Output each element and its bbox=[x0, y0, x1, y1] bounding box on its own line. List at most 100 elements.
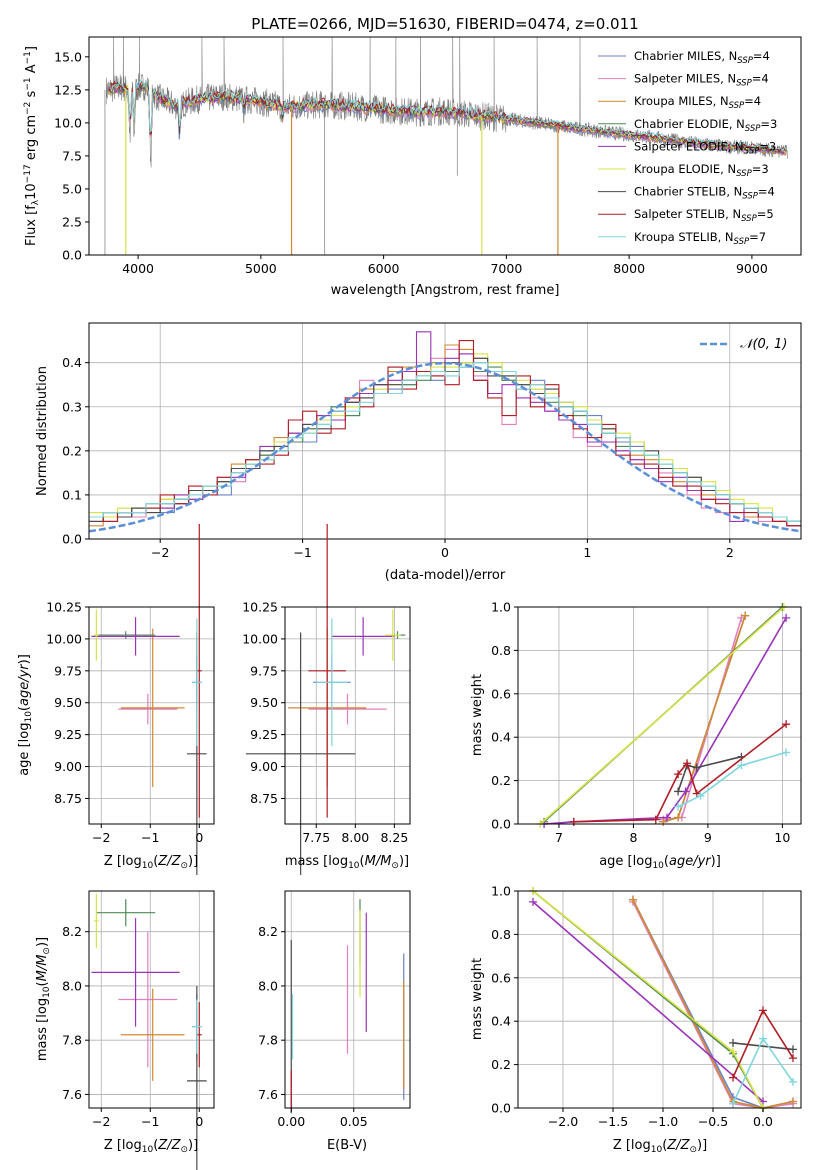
residuals-legend: 𝒩(0, 1) bbox=[700, 337, 787, 352]
mass_weight_vs_Z-ytick-label-1: 0.2 bbox=[491, 1057, 511, 1072]
mass_weight_vs_Z-xtick-label-4: 0.0 bbox=[753, 1114, 773, 1129]
mass_weight_vs_Z-marker-7-1 bbox=[759, 1006, 767, 1015]
mass_weight_vs_Z-xtick-label-1: −1.5 bbox=[598, 1114, 628, 1129]
age_vs_mass-xtick-label-2: 8.25 bbox=[380, 830, 408, 845]
mass_weight_vs_Z-ytick-label-4: 0.8 bbox=[491, 927, 511, 942]
age_vs_Z-xtick-label-0: −2 bbox=[92, 830, 110, 845]
legend-label-8: Kroupa STELIB, NSSP=7 bbox=[634, 230, 766, 247]
age-vs-mass-panel: 7.75 8.00 8.25 8.75 9.00 9.25 9.50 9.75 10.00 10.… bbox=[242, 524, 411, 876]
massEBV-axes-frame bbox=[284, 890, 411, 1109]
mass_vs_ebv-xtick-label-0: 0.00 bbox=[277, 1114, 305, 1129]
mass_weight_vs_Z-ytick-label-0: 0.0 bbox=[491, 1101, 511, 1116]
mwZ-axes-frame bbox=[517, 890, 802, 1109]
mwZ-ylabel: mass weight bbox=[470, 958, 485, 1040]
residuals-xlabel: (data-model)/error bbox=[385, 568, 506, 583]
mass_vs_Z-xtick-label-1: −1 bbox=[141, 1114, 159, 1129]
age_vs_Z-xtick-label-1: −1 bbox=[141, 830, 159, 845]
residuals-ylabel: Normed distribution bbox=[35, 366, 50, 496]
residuals-xtick-label-3: 1 bbox=[583, 545, 591, 560]
legend-label-1: Salpeter MILES, NSSP=4 bbox=[634, 72, 769, 89]
mass_weight_vs_age-marker-2-2 bbox=[741, 611, 750, 620]
age_vs_mass-ytick-label-2: 9.25 bbox=[250, 727, 278, 742]
mass_weight_vs_age-xtick-label-3: 10 bbox=[774, 830, 790, 845]
mass_weight_vs_age-line-5 bbox=[539, 606, 785, 825]
mass_weight_vs_Z-line-1 bbox=[632, 901, 794, 1109]
mass_weight_vs_age-line-7 bbox=[573, 723, 787, 823]
mass_weight_vs_age-marker-2-1 bbox=[674, 813, 683, 822]
spectrum-xlabel: wavelength [Angstrom, rest frame] bbox=[331, 283, 560, 298]
age_vs_Z-ytick-label-0: 8.75 bbox=[54, 791, 82, 806]
mass_weight_vs_Z-ytick-label-5: 1.0 bbox=[491, 884, 511, 899]
massEBV-xlabel: E(B-V) bbox=[327, 1138, 367, 1153]
mass_vs_ebv-ytick-label-3: 8.2 bbox=[258, 924, 278, 939]
age_vs_mass-ytick-label-0: 8.75 bbox=[250, 791, 278, 806]
ageM-axes-frame bbox=[284, 606, 411, 825]
ageZ-xlabel: Z [log10(Z/Z⊙)] bbox=[104, 854, 198, 871]
mass-weight-vs-metallicity-panel: −2.0 −1.5 −1.0 −0.5 0.0 0.0 0.2 0.4 0.6 0.8 1.0 Z … bbox=[470, 884, 802, 1155]
mass_weight_vs_age-marker-6-0 bbox=[674, 787, 683, 796]
mass_weight_vs_age-xtick-label-0: 7 bbox=[555, 830, 563, 845]
mass_vs_Z-ytick-label-2: 8.0 bbox=[62, 978, 82, 993]
legend-label-5: Kroupa ELODIE, NSSP=3 bbox=[634, 162, 769, 179]
mass_weight_vs_Z-marker-8-1 bbox=[759, 1034, 767, 1043]
mass_weight_vs_age-marker-4-2 bbox=[662, 813, 671, 822]
spectrum-ytick-label-6: 15.0 bbox=[54, 49, 82, 64]
ageZ-axes-frame bbox=[88, 606, 215, 825]
mass_vs_ebv-xtick-label-1: 0.05 bbox=[340, 1114, 368, 1129]
gaussian-curve bbox=[88, 361, 802, 533]
mass-weight-vs-age-panel: 7 8 9 10 0.0 0.2 0.4 0.6 0.8 1.0 age [log10(age/y… bbox=[470, 600, 802, 871]
massZ-xlabel: Z [log10(Z/Z⊙)] bbox=[104, 1138, 198, 1155]
mass_weight_vs_Z-marker-2-0 bbox=[629, 895, 637, 904]
legend-label-0: Chabrier MILES, NSSP=4 bbox=[634, 49, 770, 66]
age_vs_Z-xtick-label-2: 0 bbox=[195, 830, 203, 845]
mass_weight_vs_Z-ytick-label-2: 0.4 bbox=[491, 1014, 511, 1029]
spectrum-model-line-0 bbox=[108, 85, 787, 156]
mass_weight_vs_age-xtick-label-1: 8 bbox=[629, 830, 637, 845]
mass_weight_vs_age-marker-6-2 bbox=[692, 763, 701, 772]
mass_vs_Z-xtick-label-2: 0 bbox=[195, 1114, 203, 1129]
mass_weight_vs_age-ytick-label-5: 1.0 bbox=[491, 600, 511, 615]
residual-histogram-panel: −2 −1 0 1 2 0.0 0.1 0.2 0.3 0.4 𝒩(0, 1) (data-mod… bbox=[35, 322, 802, 583]
mass_weight_vs_Z-marker-4-0 bbox=[529, 897, 537, 906]
mass_weight_vs_age-marker-8-0 bbox=[674, 802, 683, 811]
age-vs-metallicity-panel: −2 −1 0 8.75 9.00 9.25 9.50 9.75 10.00 10.25 Z [l… bbox=[17, 524, 215, 876]
age_vs_Z-ytick-label-3: 9.50 bbox=[54, 695, 82, 710]
legend-label-6: Chabrier STELIB, NSSP=4 bbox=[634, 185, 775, 202]
mass_weight_vs_Z-ytick-label-3: 0.6 bbox=[491, 970, 511, 985]
residuals-ytick-label-3: 0.3 bbox=[62, 399, 82, 414]
mass_weight_vs_Z-line-3 bbox=[532, 890, 764, 1109]
age_vs_Z-ytick-label-6: 10.25 bbox=[46, 600, 82, 615]
age_vs_mass-ytick-label-6: 10.25 bbox=[242, 600, 278, 615]
mass_weight_vs_age-ytick-label-1: 0.2 bbox=[491, 773, 511, 788]
mass_weight_vs_age-marker-7-3 bbox=[683, 759, 692, 768]
spectrum-ytick-label-5: 12.5 bbox=[54, 82, 82, 97]
mass_vs_Z-ytick-label-0: 7.6 bbox=[62, 1087, 82, 1102]
age_vs_Z-ytick-label-1: 9.00 bbox=[54, 759, 82, 774]
mass_weight_vs_age-ytick-label-0: 0.0 bbox=[491, 817, 511, 832]
gaussian-legend-label: 𝒩(0, 1) bbox=[740, 337, 787, 352]
residuals-xtick-label-1: −1 bbox=[293, 545, 311, 560]
spectrum-ytick-label-3: 7.5 bbox=[62, 148, 82, 163]
age_vs_mass-ytick-label-3: 9.50 bbox=[250, 695, 278, 710]
spectrum-legend: Chabrier MILES, NSSP=4 Salpeter MILES, NS… bbox=[598, 49, 777, 247]
mass_weight_vs_Z-marker-5-1 bbox=[729, 1047, 737, 1056]
spectrum-xtick-label-4: 8000 bbox=[613, 261, 645, 276]
mass_weight_vs_Z-marker-8-2 bbox=[789, 1077, 797, 1086]
mwZ-xlabel: Z [log10(Z/Z⊙)] bbox=[613, 1138, 707, 1155]
mass_vs_Z-xtick-label-0: −2 bbox=[92, 1114, 110, 1129]
mass_weight_vs_age-marker-7-0 bbox=[569, 817, 578, 826]
mass_vs_ebv-ytick-label-2: 8.0 bbox=[258, 978, 278, 993]
mass_weight_vs_Z-line-2 bbox=[632, 899, 794, 1109]
mass_weight_vs_Z-marker-8-0 bbox=[729, 1099, 737, 1108]
mass_weight_vs_age-marker-7-5 bbox=[782, 720, 791, 729]
mwAge-axes-frame bbox=[517, 606, 802, 825]
mass_vs_Z-ytick-label-1: 7.8 bbox=[62, 1033, 82, 1048]
ageZ-ylabel: age [log10(age/yr)] bbox=[17, 654, 34, 776]
mass_weight_vs_Z-marker-7-0 bbox=[729, 1073, 737, 1082]
spectrum-panel: 4000 5000 6000 7000 8000 9000 0.0 2.5 5.0 7.5 10.0… bbox=[23, 36, 802, 298]
spectrum-ytick-label-2: 5.0 bbox=[62, 181, 82, 196]
spectrum-ytick-label-1: 2.5 bbox=[62, 214, 82, 229]
mass_weight_vs_Z-marker-6-0 bbox=[729, 1038, 737, 1047]
mass_weight_vs_age-ytick-label-2: 0.4 bbox=[491, 730, 511, 745]
